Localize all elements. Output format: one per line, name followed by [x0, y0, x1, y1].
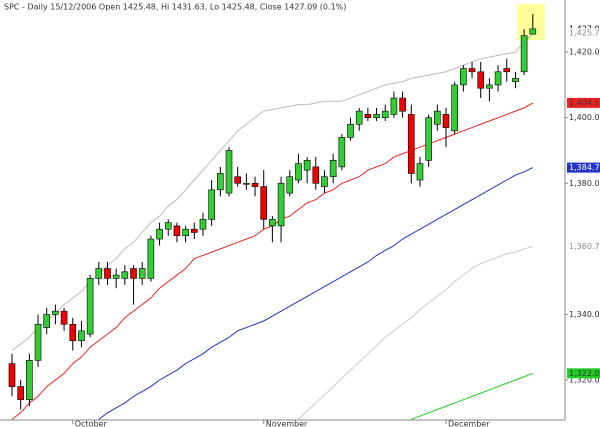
candle-body: [86, 278, 94, 335]
candle-body: [390, 97, 398, 115]
candle-body: [156, 228, 163, 240]
candle-body: [355, 110, 363, 125]
candle-body: [460, 68, 467, 86]
candle-body: [217, 173, 224, 191]
candle-body: [95, 268, 103, 279]
candle-body: [512, 78, 519, 82]
candle-body: [503, 68, 511, 73]
candle-body: [8, 363, 16, 387]
candle-body: [529, 28, 537, 35]
x-tick-label: November: [266, 420, 308, 427]
candle-body: [381, 110, 389, 119]
candle-body: [269, 219, 276, 227]
candle-body: [442, 114, 450, 128]
candle-body: [364, 114, 372, 119]
candle-body: [52, 310, 59, 315]
candle-body: [225, 150, 233, 194]
value-label-box: [567, 97, 600, 108]
chart-title: SPC - Daily 15/12/2006 Open 1425.48, Hi …: [4, 3, 346, 12]
moving-average-line: [98, 167, 534, 420]
candle-body: [17, 386, 24, 400]
value-label: 1,384.78: [569, 163, 600, 172]
candle-body: [303, 160, 311, 171]
candle-body: [277, 182, 285, 227]
candle-body: [286, 176, 294, 194]
candle-body: [243, 182, 250, 185]
candle-body: [295, 163, 302, 181]
x-tick-label: October: [75, 420, 108, 427]
value-label: 1,404.52: [569, 98, 600, 107]
candle-body: [434, 110, 441, 125]
candle-body: [130, 268, 137, 279]
candle-body: [43, 314, 51, 328]
candle-body: [347, 123, 354, 138]
candle-body: [451, 84, 458, 132]
candle-body: [486, 84, 493, 89]
candle-body: [329, 160, 337, 178]
value-label-box: [567, 162, 600, 173]
x-tick-label: December: [448, 420, 490, 427]
candle-body: [494, 71, 502, 86]
candle-body: [520, 35, 528, 73]
candle-body: [164, 222, 172, 230]
candle-body: [112, 274, 120, 279]
value-label-box: [567, 241, 600, 252]
y-tick-label: 1,420.00: [569, 48, 600, 57]
candle-body: [121, 271, 129, 279]
candle-body: [468, 68, 476, 73]
moving-average-line: [298, 246, 533, 420]
candle-body: [69, 323, 77, 341]
candle-body: [60, 310, 68, 325]
candle-body: [208, 189, 215, 220]
candle-body: [173, 225, 181, 237]
candle-body: [147, 238, 155, 279]
candle-body: [26, 360, 33, 400]
value-label: 1,425.78: [569, 29, 600, 38]
value-label: 1,360.71: [569, 242, 600, 251]
moving-average-line: [411, 372, 533, 420]
candle-body: [407, 114, 415, 174]
value-label-box: [567, 28, 600, 39]
candle-body: [477, 71, 485, 89]
candle-body: [182, 228, 189, 237]
candle-body: [416, 163, 424, 181]
candle-body: [312, 166, 320, 184]
candle-body: [251, 182, 259, 187]
y-tick-label: 1,340.00: [569, 310, 600, 319]
candle-body: [199, 219, 207, 230]
value-label-box: [567, 368, 600, 379]
candle-body: [104, 268, 111, 279]
candle-body: [260, 186, 268, 220]
candle-body: [338, 137, 346, 168]
y-tick-label: 1,380.00: [569, 179, 600, 188]
y-tick-label: 1,400.00: [569, 113, 600, 122]
candle-body: [321, 176, 328, 187]
candle-body: [234, 176, 241, 184]
y-tick-label: 1,320.00: [569, 376, 600, 385]
candle-body: [34, 323, 42, 361]
candle-body: [373, 114, 380, 119]
candle-body: [399, 97, 406, 112]
value-label: 1,322.04: [569, 369, 600, 378]
candle-body: [78, 330, 85, 341]
candle-body: [425, 117, 432, 161]
candle-body: [190, 228, 198, 233]
candle-body: [138, 268, 146, 279]
